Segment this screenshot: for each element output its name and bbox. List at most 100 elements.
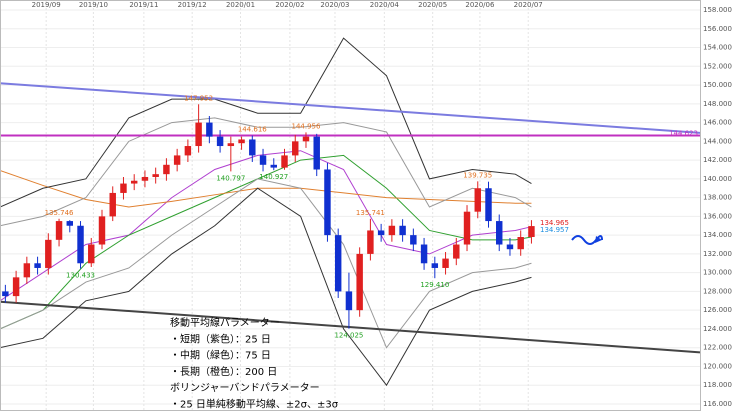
line — [0, 169, 532, 208]
last-price-label: 134.965 — [540, 219, 569, 227]
notes: 移動平均線パラメーター・短期（紫色）：25 日・中期（緑色）：75 日・長期（橙… — [170, 316, 339, 411]
y-tick-label: 146.000 — [703, 119, 732, 127]
candle-body — [367, 230, 374, 254]
y-tick-label: 134.000 — [703, 231, 732, 239]
line — [0, 37, 532, 208]
x-tick-label: 2019/11 — [129, 1, 158, 9]
y-tick-label: 128.000 — [703, 287, 732, 295]
last-price-label: 134.957 — [540, 226, 569, 234]
price-annotation: 124.025 — [334, 332, 363, 340]
candle-body — [528, 226, 535, 238]
note-line: ・25 日単純移動平均線、±2σ、±3σ — [170, 398, 339, 411]
y-tick-label: 154.000 — [703, 44, 732, 52]
line — [0, 178, 532, 349]
y-tick-label: 158.000 — [703, 6, 732, 14]
y-tick-label: 118.000 — [703, 381, 732, 389]
horizontal-line-label: 144.623 — [669, 130, 698, 138]
candle-body — [356, 253, 363, 311]
candle-body — [152, 174, 159, 177]
y-tick-label: 138.000 — [703, 194, 732, 202]
x-tick-label: 2019/09 — [32, 1, 61, 9]
wave-arrow — [571, 235, 603, 245]
y-tick-label: 150.000 — [703, 81, 732, 89]
candle-body — [485, 188, 492, 222]
candle-body — [45, 239, 52, 268]
note-line: ボリンジャーバンドパラメーター — [170, 382, 320, 394]
note-line: ・短期（紫色）：25 日 — [170, 332, 271, 345]
y-tick-label: 122.000 — [703, 344, 732, 352]
candle-body — [12, 277, 20, 297]
candle-body — [238, 139, 245, 144]
price-annotation: 139.735 — [463, 171, 492, 179]
candle-body — [313, 136, 320, 170]
candle-body — [130, 180, 138, 184]
candle-body — [120, 183, 127, 193]
candle-body — [66, 221, 74, 226]
line — [0, 300, 701, 354]
candle-body — [517, 237, 524, 250]
x-tick-label: 2020/05 — [418, 1, 447, 9]
x-tick-label: 2019/12 — [178, 1, 207, 9]
x-tick-label: 2020/02 — [275, 1, 304, 9]
x-tick-label: 2020/06 — [465, 1, 495, 9]
candle-body — [453, 244, 460, 259]
x-tick-label: 2020/07 — [514, 1, 543, 9]
line — [0, 117, 532, 227]
candle-body — [163, 164, 170, 175]
price-annotation: 144.956 — [292, 122, 321, 130]
wave-arrow-head — [595, 236, 602, 243]
y-tick-label: 126.000 — [703, 306, 732, 314]
candle-body — [420, 244, 428, 264]
candle-body — [270, 164, 277, 168]
candle-body — [506, 244, 514, 250]
note-line: ・中期（緑色）：75 日 — [170, 349, 271, 362]
y-tick-label: 124.000 — [703, 325, 732, 333]
candle-body — [281, 155, 288, 168]
candle-body — [324, 169, 331, 236]
y-tick-label: 120.000 — [703, 362, 732, 370]
y-tick-label: 144.000 — [703, 137, 732, 145]
x-tick-label: 2020/04 — [370, 1, 400, 9]
candle-body — [399, 225, 406, 236]
candle-body — [410, 235, 417, 245]
candle-body — [141, 176, 149, 181]
price-annotation: 144.616 — [238, 126, 267, 134]
x-tick-label: 2019/10 — [79, 1, 108, 9]
price-annotation: 135.746 — [45, 209, 74, 217]
candle-body — [195, 122, 202, 147]
plot: 144.623 135.746 130.433 147.952 140.797 144.6… — [0, 37, 701, 387]
candle-body — [23, 263, 31, 278]
candle-body — [227, 143, 235, 147]
price-annotation: 140.927 — [259, 173, 288, 181]
x-tick-label: 2020/01 — [226, 1, 255, 9]
candle-body — [292, 141, 299, 156]
y-tick-label: 140.000 — [703, 175, 732, 183]
y-tick-label: 116.000 — [703, 400, 732, 408]
candle-body — [109, 192, 116, 217]
y-tick-label: 132.000 — [703, 250, 732, 258]
line — [0, 187, 532, 387]
candle-body — [206, 122, 213, 137]
price-annotation: 140.797 — [216, 174, 245, 182]
candle-body — [496, 221, 503, 245]
candle-body — [259, 155, 267, 165]
candle-body — [463, 211, 471, 245]
candle-body — [345, 291, 353, 311]
y-tick-label: 152.000 — [703, 62, 732, 70]
candle-body — [2, 291, 9, 297]
candle-body — [302, 136, 310, 142]
x-tick-label: 2020/03 — [320, 1, 349, 9]
candle-body — [34, 263, 41, 268]
price-annotation: 130.433 — [66, 272, 95, 280]
candle-body — [88, 244, 95, 264]
candle-body — [98, 216, 106, 245]
note-line: 移動平均線パラメーター — [170, 316, 280, 329]
candle-body — [377, 230, 385, 236]
candle-body — [388, 225, 396, 236]
y-tick-label: 136.000 — [703, 212, 732, 220]
candle-body — [173, 155, 181, 165]
y-tick-label: 156.000 — [703, 25, 732, 33]
